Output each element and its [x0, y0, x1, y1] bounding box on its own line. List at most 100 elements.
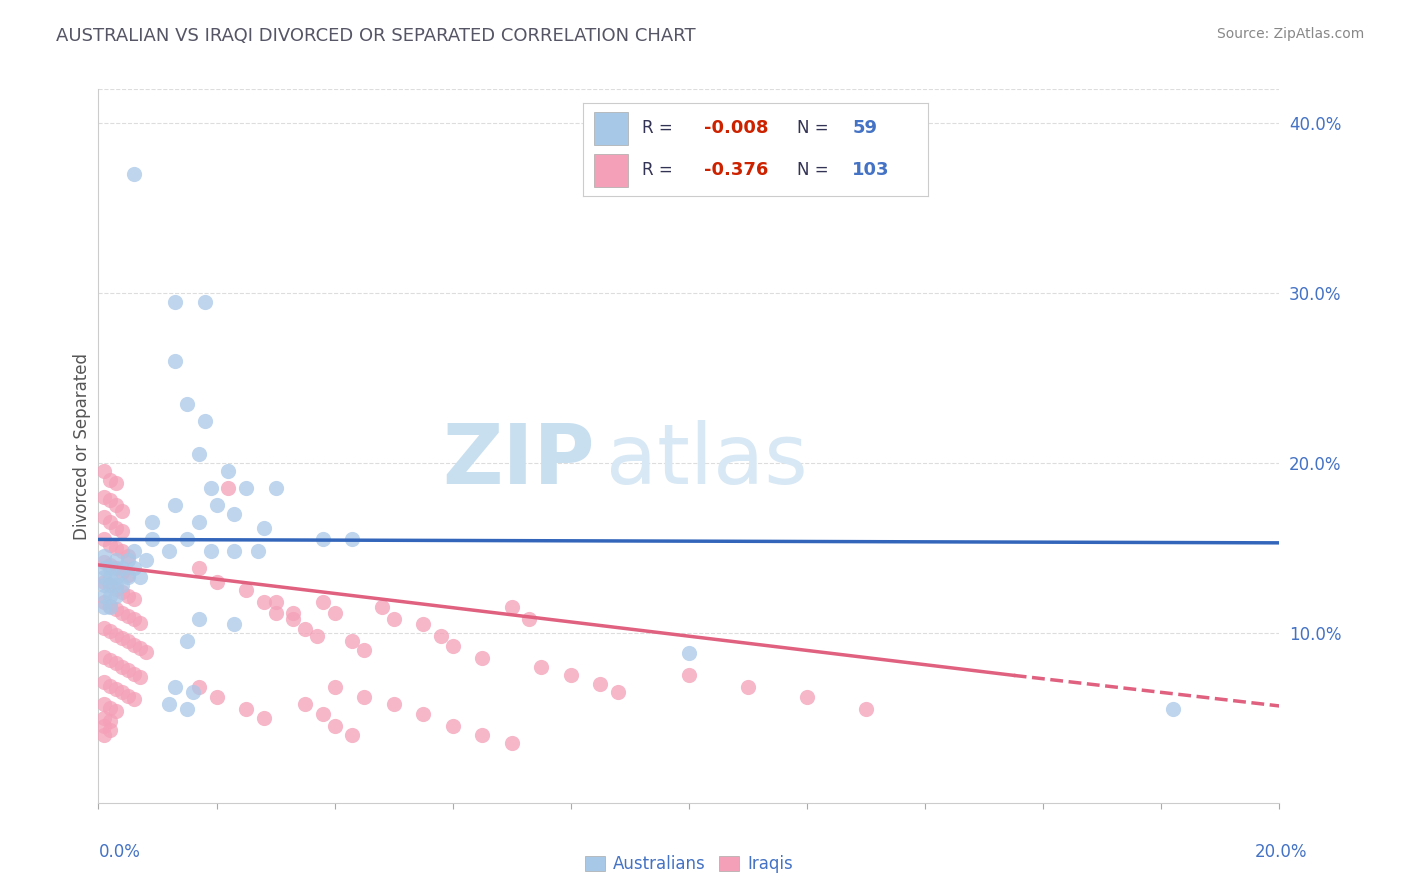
- Point: [371, 600, 394, 615]
- Point: [93, 595, 115, 609]
- Point: [111, 503, 134, 517]
- Point: [224, 544, 246, 558]
- Point: [796, 690, 818, 705]
- Bar: [593, 112, 628, 145]
- Point: [737, 680, 759, 694]
- Point: [135, 553, 157, 567]
- Point: [105, 589, 128, 603]
- Point: [105, 561, 128, 575]
- Point: [105, 704, 128, 718]
- Point: [93, 533, 115, 547]
- Point: [176, 396, 198, 410]
- Point: [1161, 702, 1184, 716]
- Point: [93, 711, 115, 725]
- Point: [117, 663, 139, 677]
- Point: [471, 728, 494, 742]
- Point: [105, 476, 128, 491]
- Point: [157, 544, 180, 558]
- Point: [165, 680, 187, 694]
- Point: [253, 520, 276, 534]
- Point: [530, 660, 553, 674]
- Point: [111, 685, 134, 699]
- Point: [205, 574, 228, 589]
- Point: [111, 561, 134, 575]
- Point: [111, 631, 134, 645]
- Point: [105, 570, 128, 584]
- Point: [93, 649, 115, 664]
- Point: [122, 544, 145, 558]
- Point: [105, 499, 128, 513]
- Point: [93, 728, 115, 742]
- Point: [323, 606, 346, 620]
- Point: [98, 723, 121, 737]
- Point: [194, 413, 217, 427]
- Point: [224, 617, 246, 632]
- Point: [93, 719, 115, 733]
- Point: [441, 640, 464, 654]
- Point: [93, 675, 115, 690]
- Point: [93, 549, 115, 564]
- Point: [200, 544, 222, 558]
- Point: [93, 698, 115, 712]
- Text: R =: R =: [643, 120, 673, 137]
- Point: [312, 707, 335, 722]
- Point: [98, 600, 121, 615]
- Point: [187, 612, 209, 626]
- Point: [122, 612, 145, 626]
- Point: [93, 465, 115, 479]
- Point: [353, 690, 375, 705]
- Point: [235, 702, 257, 716]
- Point: [93, 561, 115, 575]
- Point: [98, 558, 121, 572]
- Text: AUSTRALIAN VS IRAQI DIVORCED OR SEPARATED CORRELATION CHART: AUSTRALIAN VS IRAQI DIVORCED OR SEPARATE…: [56, 27, 696, 45]
- Point: [117, 568, 139, 582]
- Text: N =: N =: [797, 120, 828, 137]
- Point: [181, 685, 204, 699]
- Point: [353, 643, 375, 657]
- Point: [98, 578, 121, 592]
- Text: Source: ZipAtlas.com: Source: ZipAtlas.com: [1216, 27, 1364, 41]
- Point: [382, 698, 405, 712]
- Point: [253, 595, 276, 609]
- Point: [128, 641, 150, 656]
- Point: [264, 606, 287, 620]
- Point: [205, 690, 228, 705]
- Point: [111, 544, 134, 558]
- Point: [98, 679, 121, 693]
- Point: [194, 294, 217, 309]
- Point: [165, 499, 187, 513]
- Point: [141, 516, 163, 530]
- Text: N =: N =: [797, 161, 828, 178]
- Point: [205, 499, 228, 513]
- Point: [441, 719, 464, 733]
- Point: [111, 578, 134, 592]
- Point: [501, 600, 523, 615]
- Point: [117, 608, 139, 623]
- Point: [217, 465, 239, 479]
- Point: [117, 634, 139, 648]
- Point: [264, 595, 287, 609]
- Point: [589, 677, 612, 691]
- Bar: [593, 154, 628, 187]
- Point: [294, 698, 316, 712]
- Point: [342, 728, 364, 742]
- Point: [111, 524, 134, 538]
- Text: -0.008: -0.008: [704, 120, 769, 137]
- Point: [176, 533, 198, 547]
- Point: [98, 516, 121, 530]
- Point: [98, 653, 121, 667]
- Point: [342, 634, 364, 648]
- Point: [105, 541, 128, 555]
- Point: [128, 670, 150, 684]
- Point: [122, 666, 145, 681]
- Point: [122, 167, 145, 181]
- Point: [98, 589, 121, 603]
- Point: [855, 702, 877, 716]
- Point: [471, 651, 494, 665]
- Point: [93, 578, 115, 592]
- Point: [501, 736, 523, 750]
- Point: [105, 657, 128, 671]
- Point: [117, 553, 139, 567]
- Point: [117, 549, 139, 564]
- Point: [93, 574, 115, 589]
